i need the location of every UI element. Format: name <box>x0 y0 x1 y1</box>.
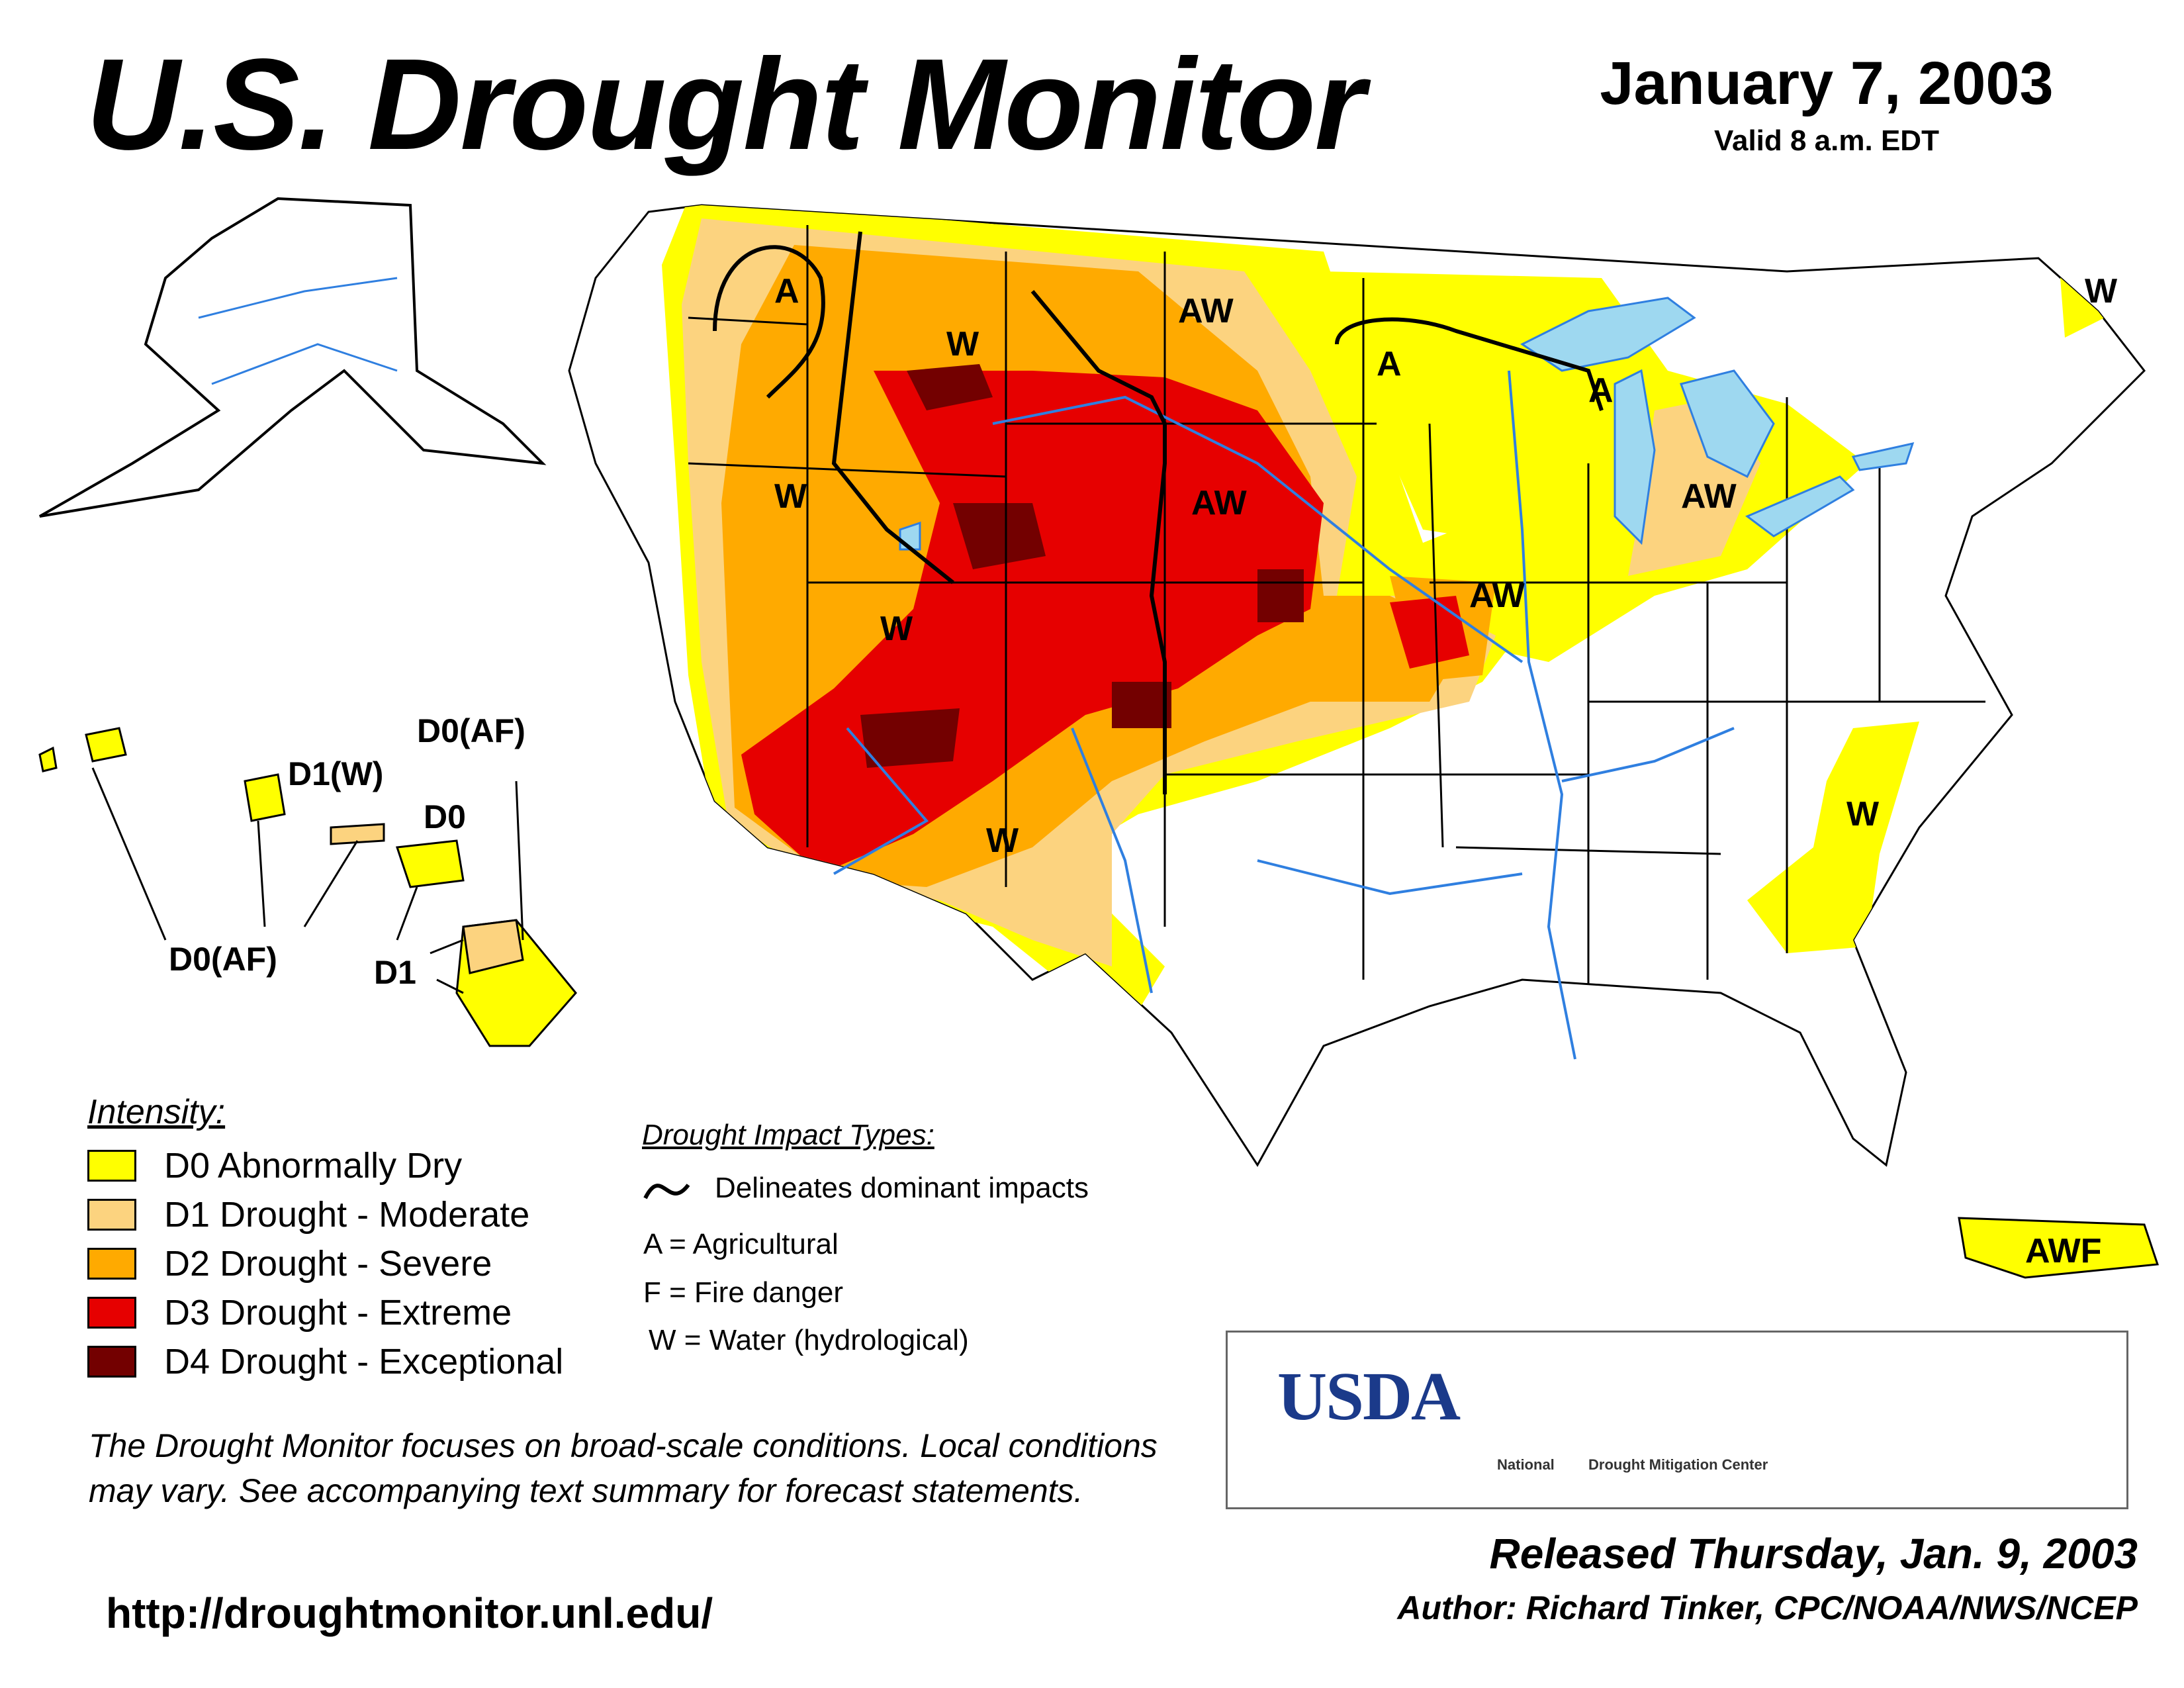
lake-superior <box>1520 297 1696 372</box>
hawaii-kauai <box>85 727 127 763</box>
hawaii-oahu-far <box>38 746 58 773</box>
impact-type-agricultural: A = Agricultural <box>643 1228 839 1260</box>
lake-huron <box>1680 369 1775 479</box>
legend-swatch-d3 <box>87 1297 136 1329</box>
hawaii-big-island-d1 <box>462 919 524 974</box>
website-link[interactable]: http://droughtmonitor.unl.edu/ <box>106 1589 713 1637</box>
impact-type-fire: F = Fire danger <box>643 1276 844 1309</box>
map-label-aw-nd: AW <box>1178 292 1234 330</box>
legend-label: D2 Drought - Severe <box>164 1244 492 1284</box>
alaska <box>39 197 547 518</box>
hawaii-leader-lines <box>91 767 524 994</box>
puerto-rico-outline <box>1958 1217 2160 1279</box>
puerto-rico <box>1958 1217 2160 1279</box>
lake-erie <box>1745 475 1855 538</box>
great-lakes <box>899 297 1915 551</box>
legend-item: D3 Drought - Extreme <box>87 1292 512 1333</box>
map-label-w-ut: W <box>880 610 913 648</box>
hawaii-label-d1w: D1(W) <box>288 755 384 792</box>
lake-ontario <box>1851 442 1915 471</box>
legend-swatch-d1 <box>87 1199 136 1231</box>
alaska-rivers <box>198 277 398 385</box>
d0-area-great-lakes <box>1324 271 1866 662</box>
state-boundaries <box>688 225 1985 993</box>
hawaii-label-d1: D1 <box>374 954 416 991</box>
d4-area-wy <box>953 503 1046 569</box>
impact-line-legend-icon <box>643 1184 690 1199</box>
map-label-aw-mi: AW <box>1681 477 1737 516</box>
d3-area-mo <box>1390 596 1469 669</box>
lake-michigan <box>1614 369 1656 545</box>
impact-delineates-text: Delineates dominant impacts <box>715 1172 1089 1204</box>
impact-lines <box>713 231 1604 794</box>
release-date: Released Thursday, Jan. 9, 2003 <box>1489 1530 2138 1577</box>
map-label-aw-mo: AW <box>1469 577 1525 615</box>
logo-panel <box>1226 1331 2128 1509</box>
hawaii-label-d0af-top: D0(AF) <box>417 712 525 749</box>
hawaii-maui <box>395 839 465 888</box>
impact-types-title: Drought Impact Types: <box>642 1119 934 1151</box>
map-label-a-wi: A <box>1588 371 1614 410</box>
ndmc-logo-national: National <box>1497 1456 1555 1473</box>
legend-title: Intensity: <box>87 1093 226 1131</box>
legend-swatch-d0 <box>87 1150 136 1182</box>
map-label-w-sc: W <box>1846 795 1880 833</box>
legend-item: D4 Drought - Exceptional <box>87 1341 563 1382</box>
disclaimer-note: The Drought Monitor focuses on broad-sca… <box>89 1427 1158 1509</box>
map-date: January 7, 2003 <box>1600 50 2054 117</box>
ndmc-logo-center: Drought Mitigation Center <box>1588 1456 1768 1473</box>
map-label-aw-sd: AW <box>1191 484 1247 522</box>
hawaii-oahu <box>244 773 286 822</box>
hawaii-label-d0: D0 <box>424 798 466 835</box>
map-label-w-nv: W <box>774 477 807 516</box>
impact-type-water: W = Water (hydrological) <box>649 1324 969 1356</box>
valid-time: Valid 8 a.m. EDT <box>1714 124 1939 157</box>
legend-item: D2 Drought - Severe <box>87 1243 492 1284</box>
rivers <box>833 370 1735 1060</box>
legend-label: D4 Drought - Exceptional <box>164 1342 564 1382</box>
legend-swatch-d2 <box>87 1248 136 1280</box>
d4-area-co <box>1112 682 1171 728</box>
noaa-logo-text: NOAA <box>2005 1413 2048 1430</box>
legend-item: D0 Abnormally Dry <box>87 1145 462 1186</box>
map-label-w-nm: W <box>986 821 1019 860</box>
d4-area-mt <box>907 364 993 410</box>
legend-label: D0 Abnormally Dry <box>164 1146 463 1186</box>
alaska-outline <box>39 197 547 518</box>
d0-area-carolinas <box>1747 722 1919 953</box>
author-credit: Author: Richard Tinker, CPC/NOAA/NWS/NCE… <box>1397 1589 2138 1626</box>
legend-swatch-d4 <box>87 1346 136 1378</box>
map-label-a-wa: A <box>774 272 799 310</box>
legend-label: D3 Drought - Extreme <box>164 1293 512 1333</box>
map-label-a-mn: A <box>1377 345 1402 383</box>
d4-area-ne <box>1257 569 1304 622</box>
map-label-awf-pr: AWF <box>2025 1232 2102 1270</box>
page-title: U.S. Drought Monitor <box>86 32 1365 177</box>
legend-label: D1 Drought - Moderate <box>164 1195 530 1235</box>
usda-logo: USDA <box>1277 1358 1461 1434</box>
map-label-w-me: W <box>2085 272 2118 310</box>
hawaii-molokai <box>330 823 385 845</box>
legend-item: D1 Drought - Moderate <box>87 1194 529 1235</box>
map-label-w-id: W <box>946 325 979 363</box>
hawaii-label-d0af-bottom: D0(AF) <box>169 941 277 978</box>
d4-area-az <box>860 708 960 768</box>
hawaii <box>38 727 577 1047</box>
